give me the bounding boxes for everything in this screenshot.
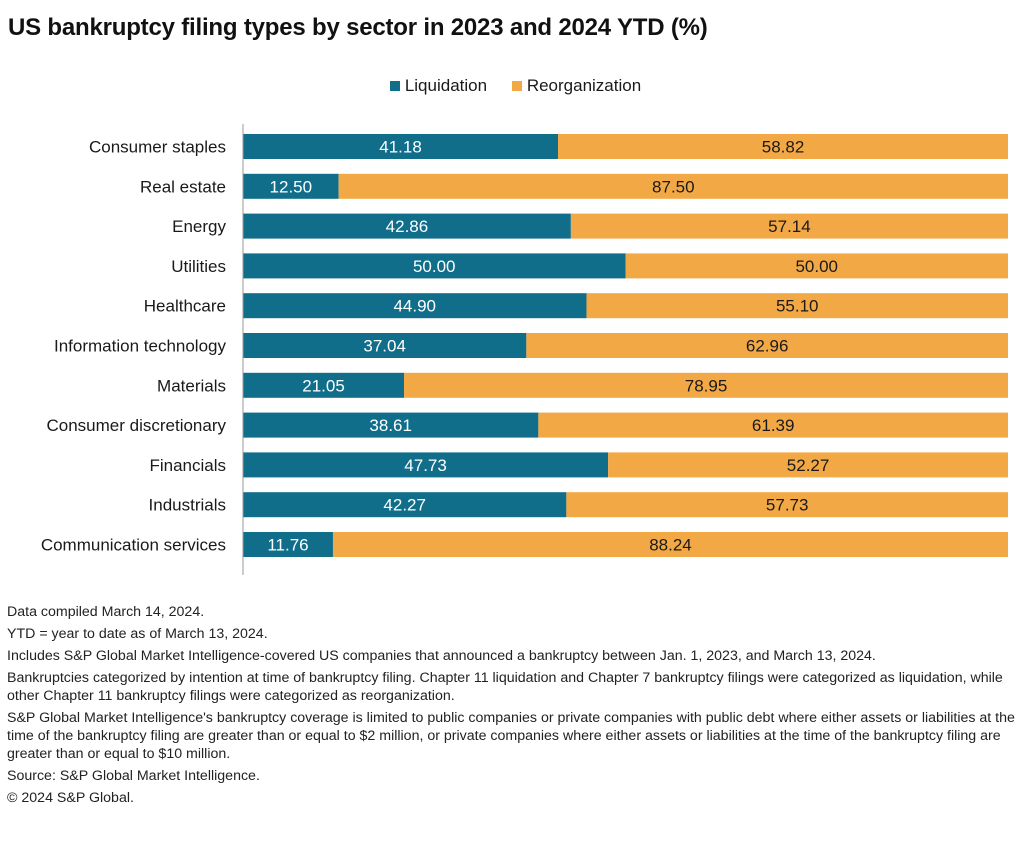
category-label: Financials (149, 456, 226, 475)
legend-label-reorganization: Reorganization (526, 76, 642, 95)
bar-liquidation (243, 173, 339, 199)
legend-swatch-liquidation (389, 81, 400, 91)
category-label: Energy (172, 217, 226, 236)
footnote: © 2024 S&P Global. (7, 790, 134, 806)
bar-reorganization (338, 173, 1008, 199)
chart-title: US bankruptcy filing types by sector in … (8, 14, 708, 41)
data-label-reorganization: 57.14 (768, 217, 811, 236)
bar-liquidation (243, 372, 405, 398)
category-label: Communication services (41, 536, 226, 555)
bar-liquidation (243, 293, 587, 319)
bar-liquidation (243, 492, 567, 518)
data-label-liquidation: 42.86 (386, 217, 429, 236)
data-label-liquidation: 44.90 (393, 297, 436, 316)
data-label-liquidation: 12.50 (270, 177, 313, 196)
category-label: Materials (157, 376, 226, 395)
bar-reorganization (332, 532, 1008, 557)
footnotes: Data compiled March 14, 2024. YTD = year… (7, 603, 1022, 811)
data-label-reorganization: 50.00 (795, 257, 838, 276)
data-label-liquidation: 50.00 (413, 257, 456, 276)
bar-reorganization (526, 333, 1008, 358)
legend: Liquidation Reorganization (0, 76, 1031, 96)
bar-liquidation (243, 134, 559, 159)
data-label-liquidation: 41.18 (379, 138, 422, 157)
legend-label-liquidation: Liquidation (404, 76, 488, 95)
data-label-reorganization: 88.24 (649, 536, 692, 555)
bar-liquidation (243, 253, 626, 279)
footnote: Bankruptcies categorized by intention at… (7, 670, 1003, 704)
category-label: Real estate (140, 177, 226, 196)
data-label-liquidation: 21.05 (302, 376, 345, 395)
data-label-liquidation: 42.27 (383, 496, 426, 515)
bar-reorganization (586, 293, 1008, 319)
category-label: Information technology (54, 337, 226, 356)
category-label: Industrials (149, 496, 226, 515)
category-label: Consumer staples (89, 138, 226, 157)
bar-liquidation (243, 532, 333, 557)
footnote: Includes S&P Global Market Intelligence-… (7, 648, 876, 664)
bar-reorganization (404, 372, 1009, 398)
bar-reorganization (558, 134, 1008, 159)
footnote: Source: S&P Global Market Intelligence. (7, 768, 260, 784)
bar-liquidation (243, 412, 539, 438)
stacked-bar-chart: Consumer staples 41.18 58.82 Real estate 12.… (41, 124, 1009, 575)
category-label: Consumer discretionary (46, 416, 226, 435)
data-label-reorganization: 58.82 (762, 138, 805, 157)
legend-item-liquidation: Liquidation (389, 76, 488, 96)
bar-reorganization (608, 452, 1008, 478)
data-label-liquidation: 37.04 (363, 337, 406, 356)
data-label-reorganization: 57.73 (766, 496, 809, 515)
legend-swatch-reorganization (511, 81, 522, 91)
data-label-reorganization: 52.27 (787, 456, 830, 475)
data-label-liquidation: 38.61 (369, 416, 412, 435)
bar-liquidation (243, 213, 571, 239)
data-label-liquidation: 11.76 (267, 536, 308, 555)
bar-liquidation (243, 333, 527, 358)
bar-reorganization (570, 213, 1008, 239)
data-label-reorganization: 87.50 (652, 177, 695, 196)
data-label-reorganization: 61.39 (752, 416, 795, 435)
footnote: Data compiled March 14, 2024. (7, 604, 205, 620)
legend-item-reorganization: Reorganization (511, 76, 642, 96)
footnote: YTD = year to date as of March 13, 2024. (7, 626, 268, 642)
bar-reorganization (625, 253, 1008, 279)
category-label: Utilities (171, 257, 226, 276)
data-label-reorganization: 62.96 (746, 337, 789, 356)
bar-reorganization (566, 492, 1008, 518)
footnote: S&P Global Market Intelligence's bankrup… (7, 710, 1015, 762)
category-label: Healthcare (144, 297, 226, 316)
bar-liquidation (243, 452, 609, 478)
data-label-reorganization: 78.95 (685, 376, 728, 395)
bar-reorganization (538, 412, 1008, 438)
data-label-liquidation: 47.73 (404, 456, 447, 475)
data-label-reorganization: 55.10 (776, 297, 819, 316)
